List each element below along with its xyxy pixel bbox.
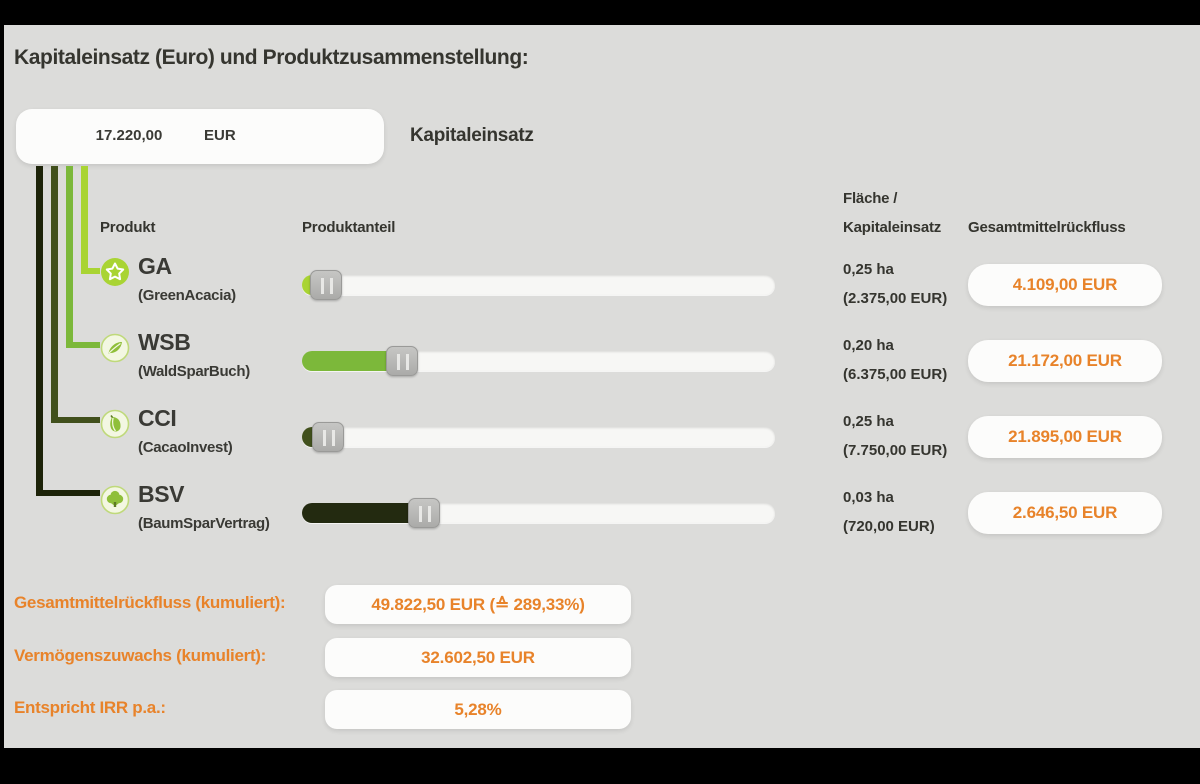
slider-grip-icon — [321, 278, 333, 294]
product-area: 0,25 ha — [843, 413, 894, 430]
product-capital: (2.375,00 EUR) — [843, 290, 948, 307]
product-code: GA — [138, 253, 172, 279]
product-return-value: 21.172,00 EUR — [968, 340, 1162, 382]
slider-grip-icon — [419, 506, 431, 522]
product-share-slider[interactable] — [302, 346, 775, 376]
connector-elbow-ga — [81, 268, 100, 274]
product-name: (CacaoInvest) — [138, 439, 233, 456]
product-code: BSV — [138, 481, 185, 507]
product-share-slider[interactable] — [302, 498, 775, 528]
product-return-value: 4.109,00 EUR — [968, 264, 1162, 306]
product-code: WSB — [138, 329, 191, 355]
capital-input-label: Kapitaleinsatz — [410, 125, 534, 146]
slider-fill — [302, 351, 398, 371]
slider-grip-icon — [397, 354, 409, 370]
slider-handle[interactable] — [386, 346, 418, 376]
slider-grip-icon — [323, 430, 335, 446]
connector-elbow-cci — [51, 417, 100, 423]
star-icon — [101, 258, 129, 286]
summary-value-vermoegenszuwachs: 32.602,50 EUR — [325, 638, 631, 677]
product-code: CCI — [138, 405, 177, 431]
product-name: (WaldSparBuch) — [138, 363, 250, 380]
capital-input[interactable]: 17.220,00 EUR — [16, 109, 384, 164]
column-header-produktanteil: Produktanteil — [302, 219, 396, 236]
capital-input-value[interactable]: 17.220,00 — [95, 127, 163, 144]
calculator-panel: Kapitaleinsatz (Euro) und Produktzusamme… — [4, 25, 1200, 748]
summary-value-irr: 5,28% — [325, 690, 631, 729]
connector-line-bsv — [36, 166, 43, 496]
leaf-icon — [100, 333, 130, 363]
product-share-slider[interactable] — [302, 270, 775, 300]
connector-line-ga — [81, 166, 88, 274]
summary-label-vermoegenszuwachs: Vermögenszuwachs (kumuliert): — [14, 646, 267, 665]
product-return-value: 2.646,50 EUR — [968, 492, 1162, 534]
product-area: 0,20 ha — [843, 337, 894, 354]
connector-line-cci — [51, 166, 58, 423]
slider-handle[interactable] — [408, 498, 440, 528]
summary-label-gesamtmittelrueckfluss: Gesamtmittelrückfluss (kumuliert): — [14, 593, 286, 612]
slider-handle[interactable] — [310, 270, 342, 300]
connector-line-wsb — [66, 166, 73, 348]
product-capital: (6.375,00 EUR) — [843, 366, 948, 383]
product-capital: (720,00 EUR) — [843, 518, 935, 535]
product-capital: (7.750,00 EUR) — [843, 442, 948, 459]
column-header-gesamtmittelrueckfluss: Gesamtmittelrückfluss — [968, 219, 1126, 236]
product-name: (GreenAcacia) — [138, 287, 236, 304]
product-share-slider[interactable] — [302, 422, 775, 452]
column-header-flaeche-line2: Kapitaleinsatz — [843, 219, 942, 236]
column-header-produkt: Produkt — [100, 219, 156, 236]
slider-handle[interactable] — [312, 422, 344, 452]
page-title: Kapitaleinsatz (Euro) und Produktzusamme… — [14, 46, 529, 69]
column-header-flaeche-line1: Fläche / — [843, 190, 898, 207]
product-area: 0,03 ha — [843, 489, 894, 506]
summary-value-gesamtmittelrueckfluss: 49.822,50 EUR (≙ 289,33%) — [325, 585, 631, 624]
connector-elbow-bsv — [36, 490, 100, 496]
connector-elbow-wsb — [66, 342, 100, 348]
capital-currency-label: EUR — [204, 127, 236, 144]
product-return-value: 21.895,00 EUR — [968, 416, 1162, 458]
slider-fill — [302, 503, 420, 523]
product-name: (BaumSparVertrag) — [138, 515, 270, 532]
cocoa-pod-icon — [100, 409, 130, 439]
product-area: 0,25 ha — [843, 261, 894, 278]
summary-label-irr: Entspricht IRR p.a.: — [14, 698, 166, 717]
tree-icon — [100, 485, 130, 515]
